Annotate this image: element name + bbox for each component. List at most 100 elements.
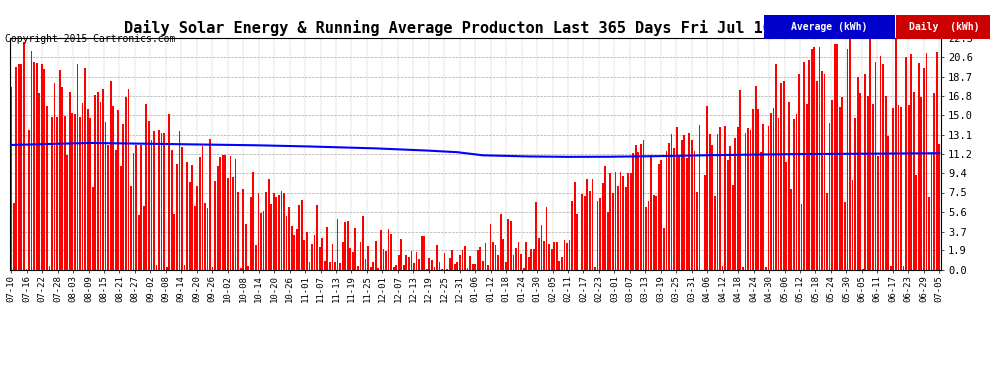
Bar <box>704 176 706 270</box>
Bar <box>670 134 672 270</box>
Bar <box>112 106 114 270</box>
Bar <box>531 249 533 270</box>
Bar <box>466 268 468 270</box>
Bar <box>346 221 348 270</box>
Bar <box>199 157 201 270</box>
Bar <box>545 207 547 270</box>
Bar <box>934 93 935 270</box>
Bar <box>628 174 629 270</box>
Bar <box>100 102 101 270</box>
Bar <box>337 219 339 270</box>
Bar <box>903 267 905 270</box>
Bar <box>393 267 394 270</box>
Bar <box>128 88 130 270</box>
Bar <box>594 267 596 270</box>
Bar <box>665 151 667 270</box>
Bar <box>49 266 50 270</box>
Bar <box>222 154 224 270</box>
Bar <box>829 123 831 270</box>
Bar <box>722 266 724 270</box>
Bar <box>808 60 810 270</box>
Bar <box>125 97 127 270</box>
Bar <box>518 242 520 270</box>
Bar <box>905 57 907 270</box>
Bar <box>691 140 693 270</box>
Bar <box>474 264 476 270</box>
Bar <box>332 244 334 270</box>
Bar <box>469 256 471 270</box>
Bar <box>497 255 499 270</box>
Bar <box>44 69 46 270</box>
Bar <box>130 186 132 270</box>
Bar <box>900 107 902 270</box>
Bar <box>217 166 219 270</box>
Bar <box>754 86 756 270</box>
Bar <box>367 246 369 270</box>
Bar <box>377 268 379 270</box>
Bar <box>864 74 866 270</box>
Bar <box>362 216 364 270</box>
Bar <box>319 247 321 270</box>
Bar <box>492 242 494 270</box>
Bar <box>28 130 30 270</box>
Bar <box>76 63 78 270</box>
Bar <box>487 265 489 270</box>
Bar <box>895 38 897 270</box>
Bar <box>329 262 331 270</box>
Bar <box>220 158 221 270</box>
Bar <box>772 108 774 270</box>
Bar <box>510 221 512 270</box>
Bar <box>304 240 305 270</box>
Bar <box>563 240 565 270</box>
Bar <box>571 201 573 270</box>
Bar <box>796 114 797 270</box>
Bar <box>191 165 193 270</box>
Bar <box>406 255 407 270</box>
Bar <box>821 71 823 270</box>
Bar <box>566 243 568 270</box>
Bar <box>602 183 604 270</box>
Bar <box>520 254 522 270</box>
Bar <box>249 197 251 270</box>
Bar <box>107 145 109 270</box>
Bar <box>533 249 535 270</box>
Bar <box>245 224 247 270</box>
Bar <box>61 87 63 270</box>
Bar <box>230 156 232 270</box>
Bar <box>110 81 112 270</box>
Bar <box>357 266 358 270</box>
Bar <box>749 130 751 270</box>
Bar <box>340 262 341 270</box>
Bar <box>66 155 68 270</box>
Bar <box>617 186 619 270</box>
Bar <box>767 126 769 270</box>
Bar <box>553 242 555 270</box>
Bar <box>910 54 912 270</box>
Bar <box>508 219 509 270</box>
Bar <box>46 106 48 270</box>
Bar <box>686 158 688 270</box>
Bar <box>155 265 157 270</box>
Bar <box>309 262 311 270</box>
Bar <box>380 230 382 270</box>
Bar <box>235 159 237 270</box>
Bar <box>39 93 41 270</box>
Bar <box>301 200 303 270</box>
Bar <box>814 47 815 270</box>
Bar <box>788 102 790 270</box>
Bar <box>426 268 428 270</box>
Bar <box>63 116 65 270</box>
Bar <box>160 133 162 270</box>
Bar <box>461 251 463 270</box>
Bar <box>694 151 695 270</box>
Bar <box>610 172 611 270</box>
Bar <box>663 228 664 270</box>
Bar <box>505 262 507 270</box>
Bar <box>13 202 15 270</box>
Bar <box>273 193 274 270</box>
Bar <box>146 104 148 270</box>
Bar <box>479 247 481 270</box>
Bar <box>867 96 869 270</box>
Bar <box>382 249 384 270</box>
Bar <box>173 214 175 270</box>
